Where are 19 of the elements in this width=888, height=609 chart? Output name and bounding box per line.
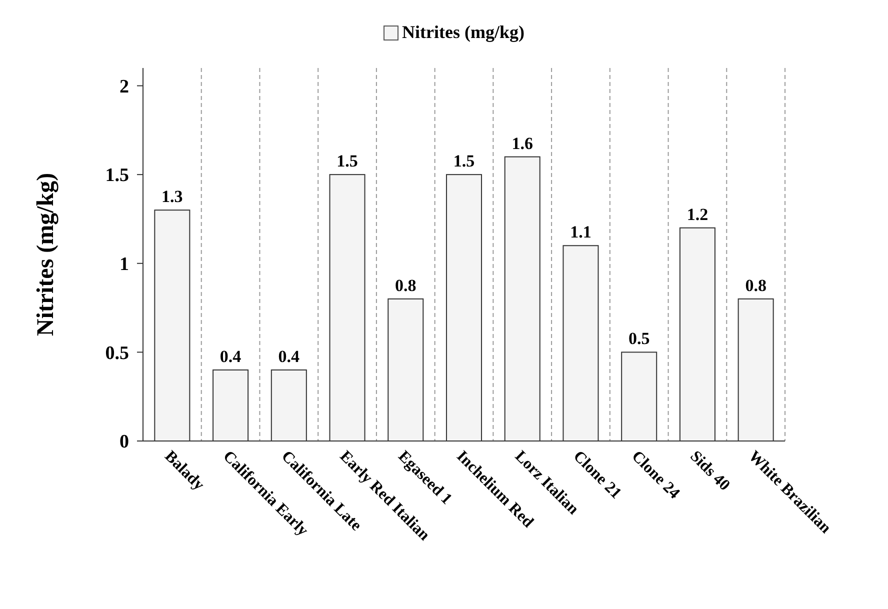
y-tick-label: 1.5 — [105, 165, 129, 186]
y-tick-label: 1 — [120, 254, 129, 276]
data-label: 0.4 — [278, 346, 300, 366]
data-label: 0.4 — [220, 346, 242, 366]
data-label: 0.8 — [395, 276, 416, 295]
data-label: 1.6 — [512, 134, 533, 153]
y-tick-label: 2 — [120, 76, 129, 98]
data-label: 0.5 — [628, 329, 650, 348]
data-label: 1.5 — [336, 152, 358, 171]
data-label: 0.8 — [745, 276, 766, 295]
data-label: 1.3 — [162, 187, 183, 206]
data-label: 1.5 — [453, 152, 475, 171]
y-axis-title: Nitrites (mg/kg) — [33, 172, 59, 336]
x-tick-label: Sids 40 — [686, 448, 733, 494]
y-tick-label: 0.5 — [105, 342, 129, 364]
text: Nitrites (mg/kg) — [402, 22, 524, 42]
y-tick-label: 0 — [120, 432, 129, 453]
data-label: 1.2 — [686, 204, 708, 224]
data-label: 1.1 — [570, 222, 592, 242]
